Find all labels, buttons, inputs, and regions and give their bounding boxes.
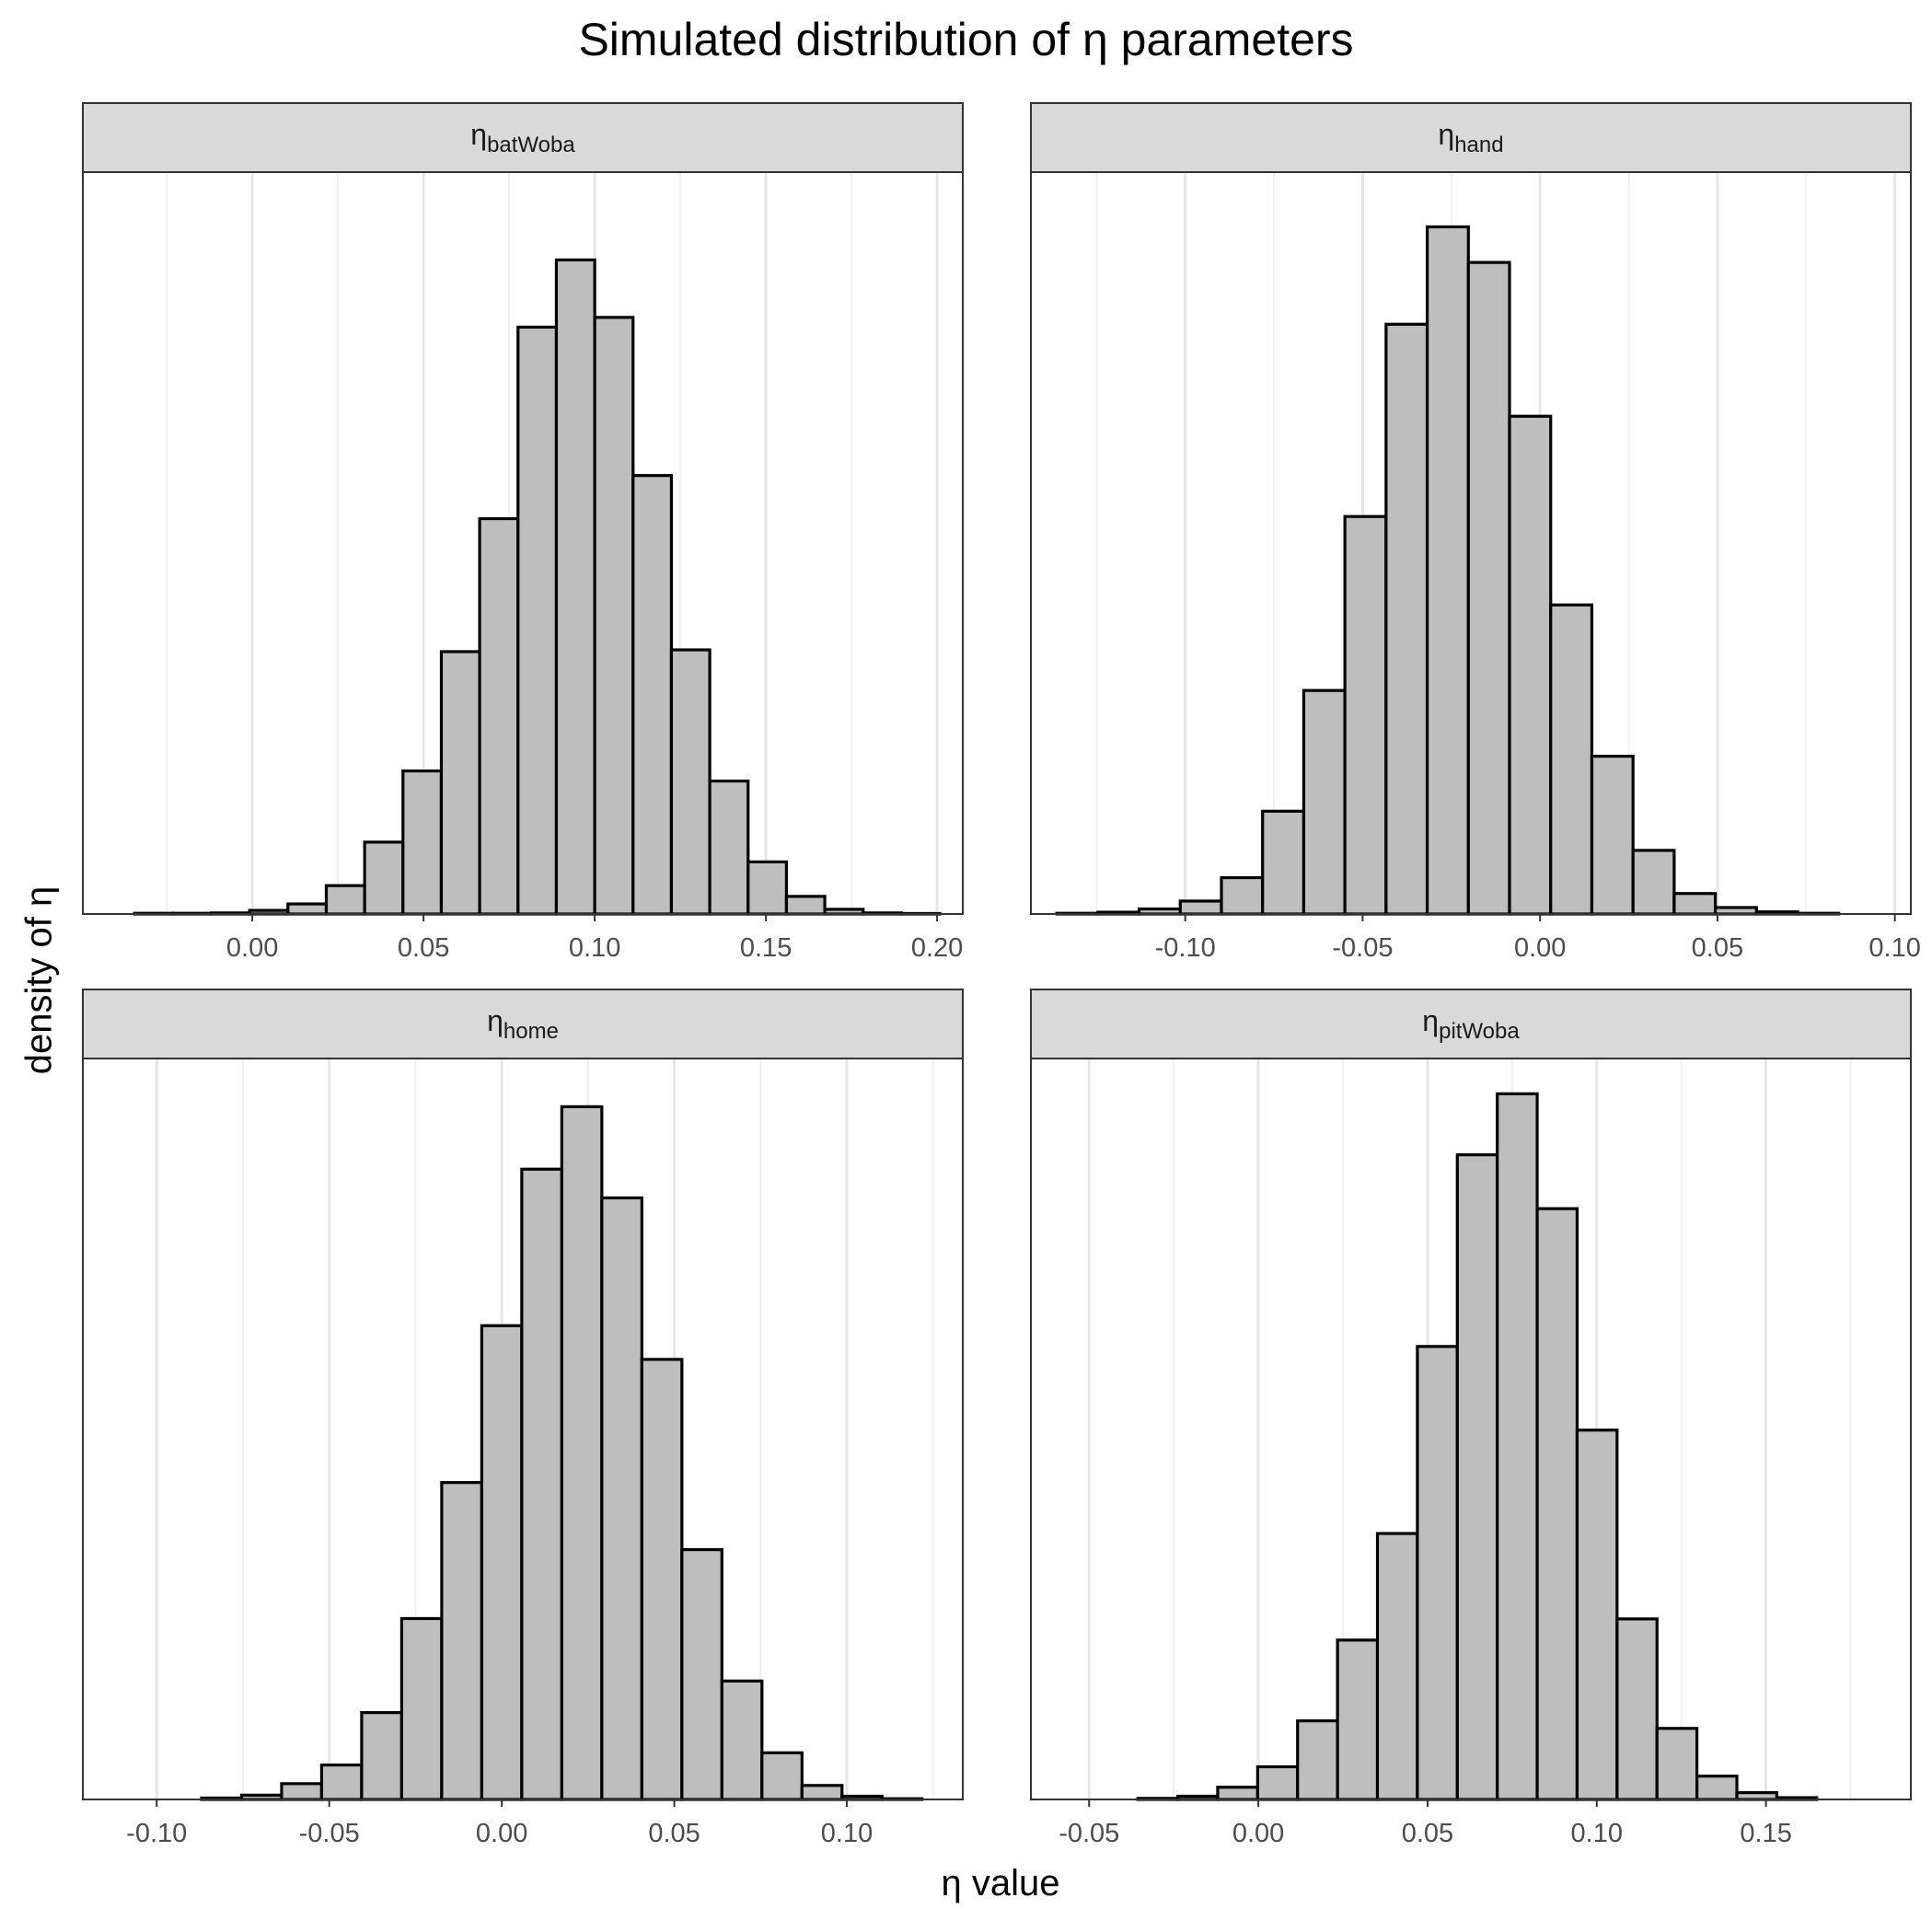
- x-tick-label: -0.10: [1155, 933, 1216, 963]
- histogram-bar: [439, 650, 481, 916]
- histogram-bar: [1336, 1638, 1380, 1801]
- histogram-bar: [746, 860, 789, 916]
- histogram-bar: [1425, 225, 1470, 916]
- x-tick-label: 0.00: [226, 933, 278, 963]
- x-tick-label: 0.00: [1514, 933, 1566, 963]
- histogram-bar: [480, 1324, 524, 1801]
- histogram-bar: [1416, 1345, 1459, 1801]
- x-tick-label: 0.10: [821, 1819, 873, 1848]
- histogram-bar: [1695, 1775, 1739, 1801]
- x-tick-label: 0.05: [1692, 933, 1743, 963]
- histogram-bar: [363, 840, 405, 916]
- histogram-bar: [1255, 1764, 1300, 1801]
- histogram-bar: [401, 769, 444, 916]
- x-tick-label: 0.10: [1571, 1819, 1623, 1848]
- histogram-bar: [1296, 1718, 1339, 1801]
- x-tick-label: 0.00: [1232, 1819, 1284, 1848]
- x-tick-label: -0.10: [126, 1819, 187, 1848]
- histogram-bar: [286, 902, 329, 916]
- histogram-bar: [800, 1784, 844, 1801]
- histogram-bar: [1261, 809, 1306, 916]
- histogram-bar: [1615, 1617, 1659, 1801]
- histogram-bar: [600, 1196, 643, 1801]
- histogram-bar: [1384, 322, 1429, 916]
- x-tick-label: -0.05: [1332, 933, 1393, 963]
- x-tick-label: -0.05: [1059, 1819, 1119, 1848]
- histogram-bar: [1216, 1786, 1259, 1801]
- histogram-bar: [760, 1751, 804, 1801]
- histogram-bar: [1508, 414, 1553, 916]
- histogram-bar: [631, 474, 674, 916]
- facet-panel-batWoba: ηbatWoba 0.00 0.05 0.10 0.15 0.20: [82, 102, 964, 963]
- facet-strip-label: ηpitWoba: [1422, 1004, 1520, 1044]
- histogram-bar: [399, 1616, 444, 1801]
- histogram-bar: [1672, 892, 1718, 916]
- histogram-bar: [1535, 1207, 1579, 1801]
- histogram-bar: [1655, 1727, 1699, 1801]
- histogram-bar: [1220, 875, 1265, 916]
- histogram-bar: [1343, 515, 1388, 916]
- histogram-bar: [1713, 906, 1758, 916]
- histogram-bar: [516, 325, 559, 916]
- facet-panel-home: ηhome -0.10 -0.05 0.00 0.05 0.10: [82, 989, 964, 1848]
- histogram-bar: [554, 258, 596, 916]
- x-tick-label: 0.10: [569, 933, 620, 963]
- histogram-bar: [1590, 754, 1635, 916]
- x-tick-label: 0.05: [648, 1819, 700, 1848]
- histogram-bar: [708, 779, 750, 916]
- histogram-bar: [593, 316, 635, 916]
- x-tick-label: 0.05: [398, 933, 449, 963]
- histogram-bar: [1575, 1429, 1619, 1801]
- facet-strip-label: ηbatWoba: [470, 118, 575, 157]
- histogram-bar: [1496, 1092, 1539, 1801]
- x-tick-label: 0.05: [1402, 1819, 1453, 1848]
- histogram-bar: [560, 1105, 604, 1801]
- histogram-bar: [680, 1547, 723, 1801]
- facet-panel-pitWoba: ηpitWoba -0.05 0.00 0.05 0.10 0.15: [1030, 989, 1912, 1848]
- x-tick-label: 0.00: [476, 1819, 527, 1848]
- histogram-bar: [640, 1358, 684, 1801]
- histogram-bar: [440, 1481, 483, 1801]
- facet-strip-label: ηhand: [1438, 118, 1503, 157]
- histogram-bar: [1631, 849, 1676, 916]
- histogram-bar: [1735, 1790, 1778, 1801]
- facet-panel-hand: ηhand -0.10 -0.05 0.00 0.05 0.10: [1030, 102, 1921, 963]
- histogram-bar: [324, 884, 366, 916]
- facet-strip: [82, 102, 964, 173]
- histogram-bar: [478, 516, 520, 916]
- facet-strip: [1030, 102, 1912, 173]
- histogram-bar: [1455, 1153, 1499, 1801]
- facet-strip: [82, 989, 964, 1059]
- histogram-bar: [280, 1782, 324, 1801]
- histogram-bar: [1301, 688, 1347, 916]
- histogram-bar: [720, 1679, 764, 1801]
- facet-strip: [1030, 989, 1912, 1059]
- histogram-bar: [1375, 1532, 1419, 1801]
- x-tick-label: 0.15: [740, 933, 792, 963]
- x-tick-label: 0.15: [1740, 1819, 1791, 1848]
- facet-strip-label: ηhome: [487, 1004, 559, 1044]
- x-tick-label: -0.05: [299, 1819, 360, 1848]
- histogram-bar: [319, 1763, 364, 1801]
- histogram-bar: [520, 1167, 563, 1801]
- x-tick-label: 0.20: [911, 933, 963, 963]
- histogram-bar: [784, 895, 827, 916]
- histogram-bar: [669, 648, 711, 916]
- x-axis-title: η value: [941, 1863, 1060, 1903]
- histogram-bar: [1549, 603, 1594, 916]
- histogram-bar: [1466, 260, 1511, 916]
- histogram-bar: [1178, 899, 1223, 916]
- x-tick-label: 0.10: [1868, 933, 1920, 963]
- histogram-bar: [360, 1711, 404, 1801]
- chart-title: Simulated distribution of η parameters: [578, 14, 1354, 65]
